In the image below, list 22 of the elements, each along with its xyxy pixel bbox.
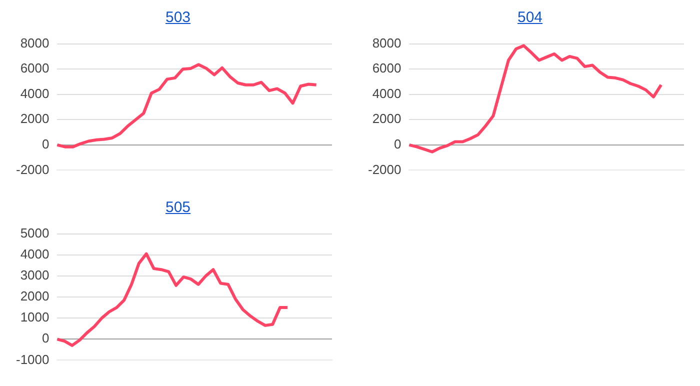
y-tick-label: 2000	[372, 111, 402, 126]
y-tick-label: 1000	[20, 310, 50, 325]
y-tick-label: 0	[42, 136, 50, 152]
chart-title: 503	[164, 8, 192, 28]
y-tick-label: 4000	[372, 86, 402, 101]
y-tick-label: -1000	[16, 352, 50, 367]
y-tick-label: 3000	[20, 268, 50, 283]
y-tick-label: -2000	[368, 162, 402, 177]
y-tick-label: -2000	[16, 162, 50, 177]
y-tick-label: 2000	[20, 288, 50, 304]
y-tick-label: 0	[42, 330, 50, 346]
chart-title: 504	[516, 8, 544, 28]
y-tick-label: 4000	[20, 86, 50, 101]
y-tick-label: 5000	[20, 225, 50, 240]
y-tick-label: 0	[394, 136, 402, 152]
y-tick-label: 6000	[20, 60, 50, 76]
y-tick-label: 6000	[372, 60, 402, 76]
y-tick-label: 2000	[20, 111, 50, 126]
y-tick-label: 8000	[20, 35, 50, 50]
y-tick-label: 4000	[20, 246, 50, 262]
chart-title: 505	[164, 198, 192, 218]
y-tick-label: 8000	[372, 35, 402, 50]
